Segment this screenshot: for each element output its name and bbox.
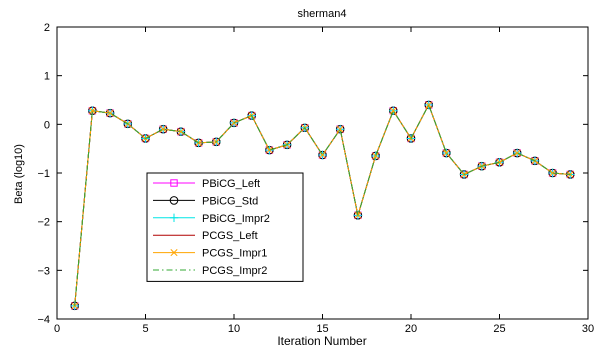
y-tick-label: −2 [37, 217, 50, 229]
x-tick-label: 5 [142, 323, 148, 335]
data-point [549, 169, 557, 177]
legend-entry: PCGS_Impr2 [153, 265, 267, 277]
legend-label: PBiCG_Left [202, 178, 260, 190]
legend-entry: PCGS_Left [153, 230, 258, 242]
data-point [336, 125, 344, 133]
x-tick-label: 30 [582, 323, 594, 335]
series-pcgs-impr2 [74, 103, 571, 306]
legend-entry: PCGS_Impr1 [153, 248, 267, 260]
plot-area [56, 26, 589, 320]
series-line [74, 103, 571, 306]
data-point [442, 149, 450, 157]
legend: PBiCG_Left PBiCG_Std PBiCG_Impr2 PCGS_Left P… [146, 172, 304, 282]
data-point [495, 158, 504, 166]
data-point [177, 128, 185, 136]
x-axis-label: Iteration Number [277, 334, 366, 348]
legend-entry: PBiCG_Left [153, 178, 260, 190]
data-point [425, 101, 433, 109]
legend-label: PCGS_Impr1 [202, 248, 267, 260]
x-tick-label: 15 [316, 323, 328, 335]
legend-swatch-marker [169, 213, 179, 222]
legend-label: PBiCG_Std [202, 195, 258, 207]
y-tick-label: −4 [37, 314, 50, 326]
x-tick-label: 25 [493, 323, 505, 335]
legend-label: PCGS_Impr2 [202, 265, 267, 277]
y-tick-label: −3 [37, 265, 50, 277]
legend-entry: PBiCG_Std [153, 195, 258, 207]
x-tick-label: 20 [405, 323, 417, 335]
data-point [389, 107, 397, 115]
y-tick-label: 0 [44, 119, 50, 131]
data-point [88, 107, 96, 115]
x-tick-label: 10 [228, 323, 240, 335]
y-tick-label: 1 [44, 71, 50, 83]
chart-title: sherman4 [298, 8, 347, 20]
legend-label: PCGS_Left [202, 230, 258, 242]
legend-swatch-marker [169, 196, 179, 205]
legend-swatch-marker [170, 179, 178, 187]
data-point [318, 151, 327, 159]
legend-entry: PBiCG_Impr2 [153, 213, 270, 225]
data-point [513, 149, 521, 157]
data-point [106, 109, 114, 117]
y-tick-label: 2 [44, 22, 50, 34]
data-point [265, 146, 273, 154]
data-point [159, 125, 167, 133]
data-point [372, 152, 380, 160]
legend-label: PBiCG_Impr2 [202, 213, 270, 225]
legend-swatch-marker [170, 249, 178, 257]
legend-box [146, 172, 304, 282]
y-axis-label: Beta (log10) [13, 144, 25, 204]
y-tick-label: −1 [37, 168, 50, 180]
x-tick-label: 0 [54, 323, 60, 335]
axes: 0 5 10 15 20 25 30 −4 −3 −2 −1 0 1 2 [37, 22, 594, 335]
series-layer [70, 100, 575, 311]
